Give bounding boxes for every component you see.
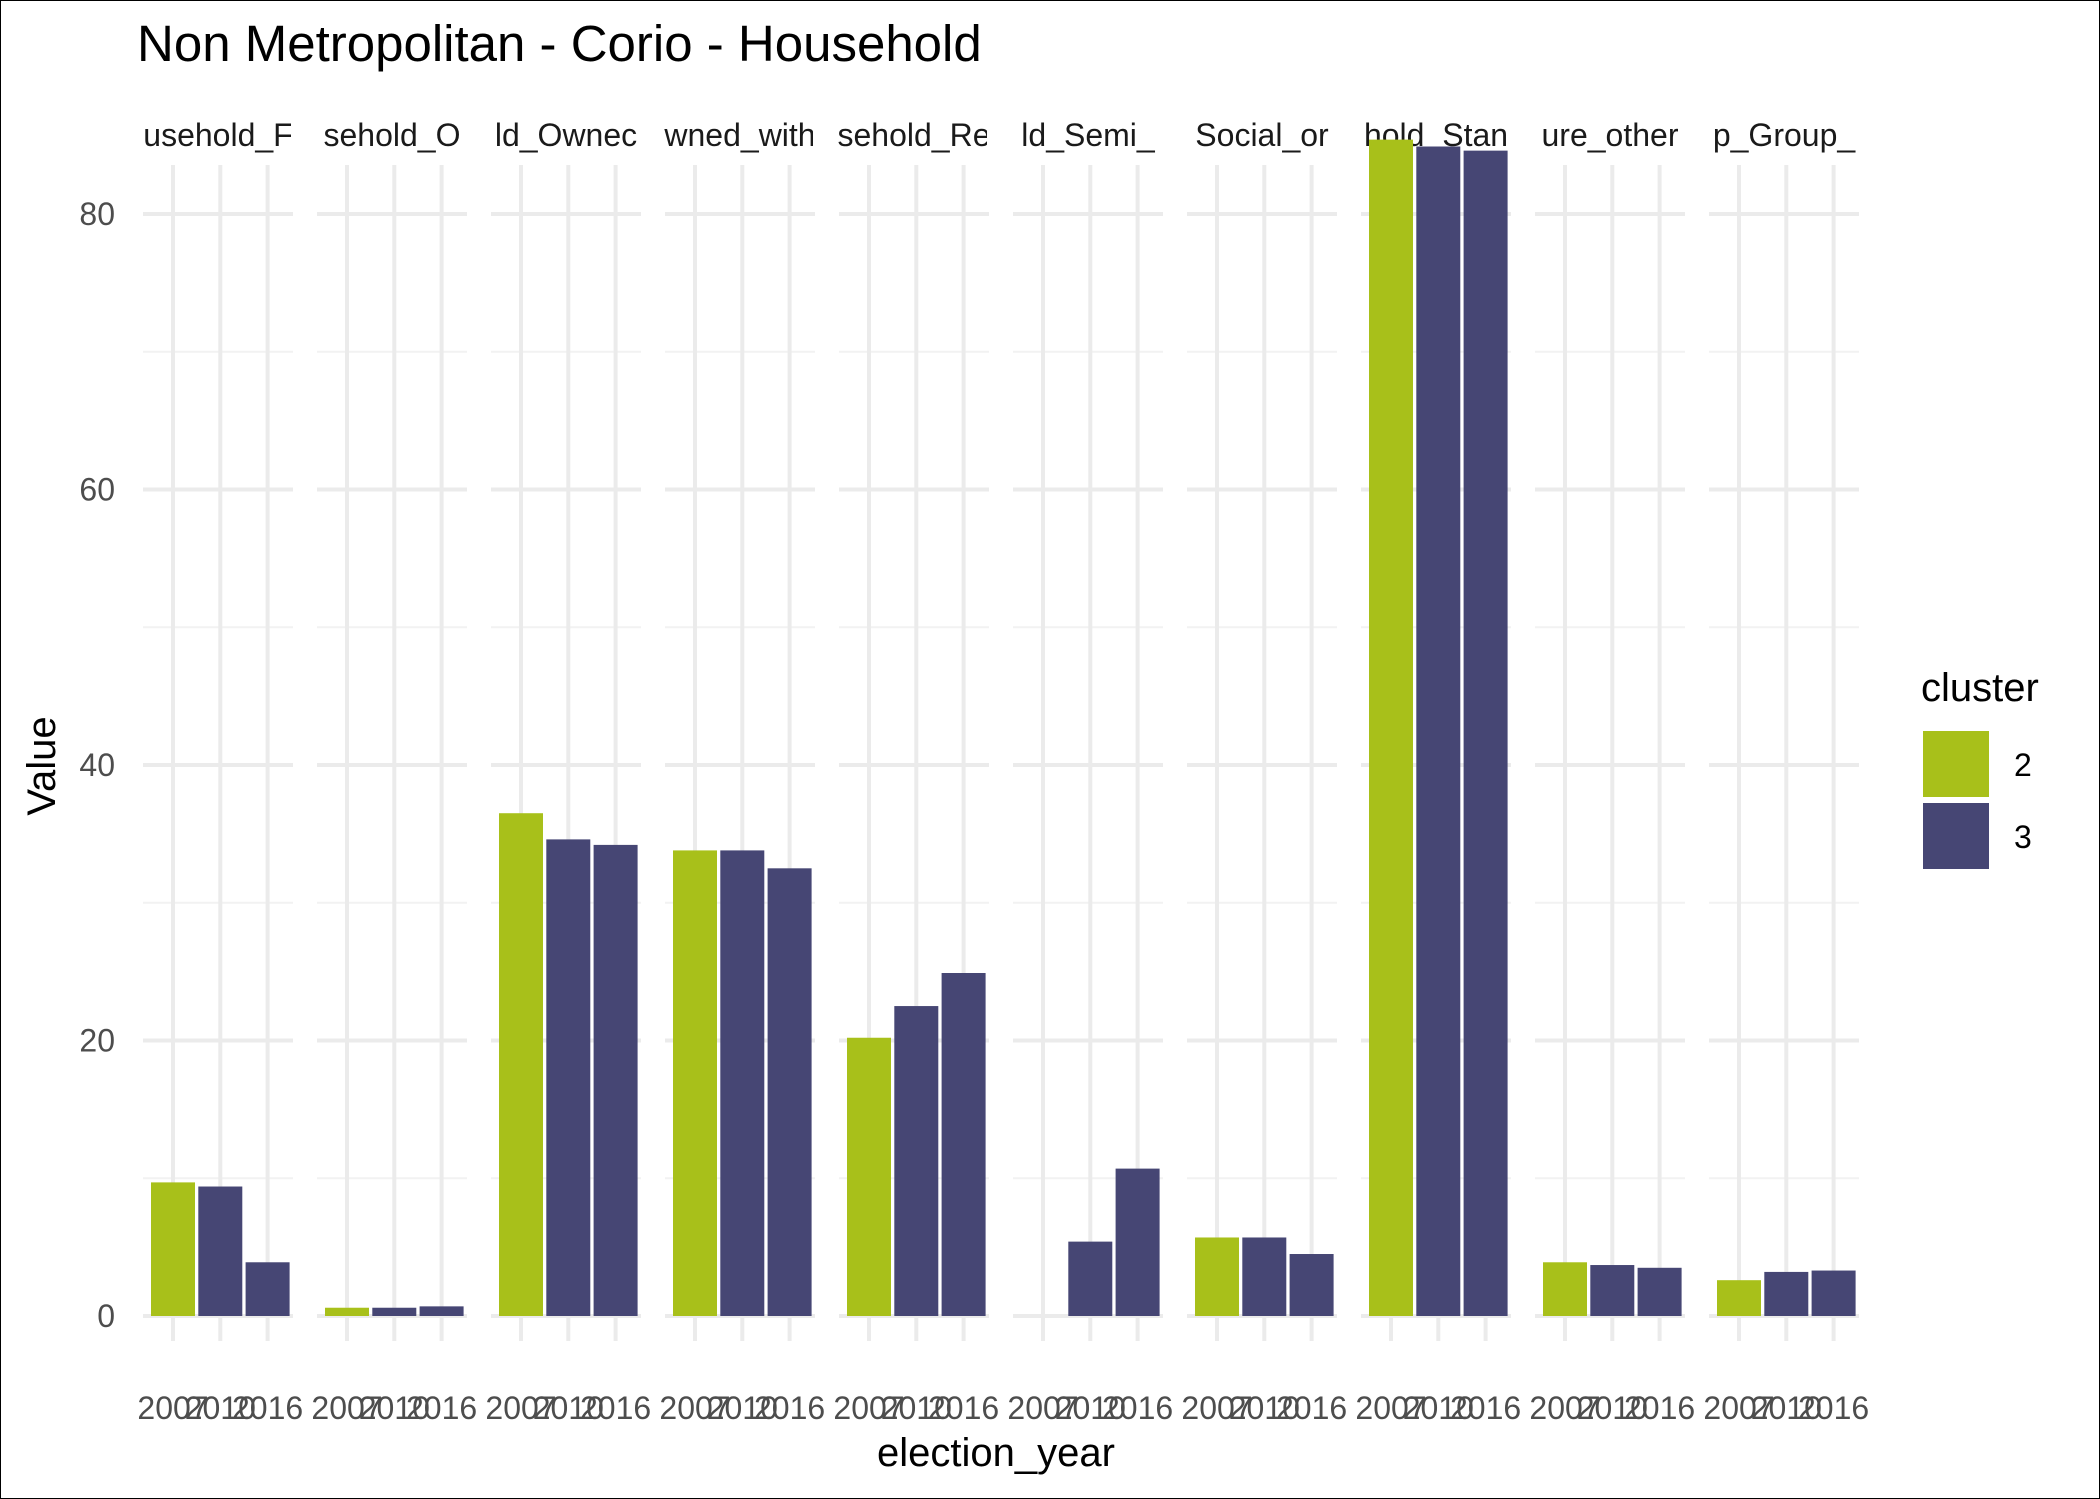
facet-strip-label: p_Group_ [1713,117,1857,153]
bar-ure_other-2007 [1543,1262,1587,1316]
chart-title: Non Metropolitan - Corio - Household [137,15,982,72]
x-tick-label: 2007 [1355,1390,1426,1426]
bar-p_Group_-2010 [1764,1271,1809,1316]
bar-ld_Ownec-2016 [593,844,638,1316]
bar-sehold_Re-2010 [894,1006,939,1316]
bar-p_Group_-2007 [1717,1280,1761,1316]
y-tick-label: 20 [79,1023,115,1059]
x-tick-label: 2016 [754,1390,825,1426]
x-tick-label: 2010 [1403,1390,1474,1426]
x-tick-label: 2010 [881,1390,952,1426]
bar-hold_Stan-2007 [1369,139,1413,1317]
bar-sehold_O-2007 [325,1307,369,1316]
x-tick-label: 2007 [1529,1390,1600,1426]
legend-swatch-cluster-2 [1923,731,1989,797]
x-tick-label: 2007 [485,1390,556,1426]
x-tick-label: 2007 [1181,1390,1252,1426]
bar-usehold_F-2007 [151,1182,195,1316]
x-tick-label: 2010 [1055,1390,1126,1426]
x-tick-label: 2007 [311,1390,382,1426]
bar-Social_or-2007 [1195,1237,1239,1316]
x-tick-label: 2016 [1450,1390,1521,1426]
y-axis-ticks: 0 20 40 60 80 [79,196,115,1334]
legend: cluster 2 3 [1921,666,2039,869]
x-tick-label: 2016 [928,1390,999,1426]
x-tick-label: 2007 [659,1390,730,1426]
bars [151,139,1856,1317]
facet-strip-label: usehold_F [143,117,292,153]
bar-hold_Stan-2016 [1463,150,1508,1316]
x-tick-label: 2007 [1703,1390,1774,1426]
bar-ld_Ownec-2010 [546,839,591,1316]
x-tick-label: 2010 [707,1390,778,1426]
bar-p_Group_-2016 [1811,1270,1856,1316]
bar-ld_Ownec-2007 [499,813,543,1316]
y-axis-title: Value [20,716,64,815]
bar-ure_other-2016 [1637,1267,1682,1316]
x-tick-label: 2010 [1229,1390,1300,1426]
x-tick-label: 2010 [185,1390,256,1426]
bar-sehold_O-2016 [419,1306,464,1316]
x-tick-label: 2016 [232,1390,303,1426]
x-tick-label: 2016 [1798,1390,1869,1426]
facet-strip-label: sehold_O [324,117,461,153]
y-tick-label: 80 [79,196,115,232]
bar-ure_other-2010 [1590,1265,1635,1316]
bar-sehold_Re-2016 [941,973,986,1316]
x-tick-label: 2016 [1102,1390,1173,1426]
facet-strip-label: ld_Ownec [495,117,637,153]
x-tick-label: 2016 [406,1390,477,1426]
x-tick-label: 2007 [137,1390,208,1426]
bar-usehold_F-2016 [245,1262,290,1316]
x-tick-label: 2010 [359,1390,430,1426]
facet-strip-label: wned_with [663,117,815,153]
facet-strip-label: ure_other [1542,117,1679,153]
x-tick-label: 2007 [1007,1390,1078,1426]
bar-sehold_O-2010 [372,1307,417,1316]
bar-wned_with-2016 [767,868,812,1316]
bar-wned_with-2010 [720,850,765,1316]
legend-title: cluster [1921,666,2039,710]
bar-wned_with-2007 [673,850,717,1316]
x-tick-label: 2010 [1751,1390,1822,1426]
bar-sehold_Re-2007 [847,1037,891,1316]
y-tick-label: 60 [79,472,115,508]
x-tick-label: 2016 [1276,1390,1347,1426]
bar-hold_Stan-2010 [1416,146,1461,1317]
legend-label-cluster-2: 2 [2014,747,2032,783]
y-tick-label: 0 [97,1298,115,1334]
y-tick-label: 40 [79,747,115,783]
facet-strip-label: Social_or [1195,117,1329,153]
legend-label-cluster-3: 3 [2014,819,2032,855]
x-axis-title: election_year [877,1431,1115,1475]
grid-layer [143,165,1859,1341]
x-tick-label: 2010 [1577,1390,1648,1426]
x-tick-label: 2010 [533,1390,604,1426]
x-tick-label: 2007 [833,1390,904,1426]
facet-strip-label: sehold_Re [838,117,991,153]
bar-Social_or-2016 [1289,1254,1334,1316]
bar-usehold_F-2010 [198,1186,243,1316]
x-tick-label: 2016 [1624,1390,1695,1426]
facet-strips: usehold_F sehold_O ld_Ownec wned_with sehold… [143,117,1856,153]
bar-Social_or-2010 [1242,1237,1287,1316]
facet-strip-label: ld_Semi_ [1021,117,1156,153]
x-tick-label: 2016 [580,1390,651,1426]
bar-ld_Semi_-2010 [1068,1241,1113,1316]
legend-swatch-cluster-3 [1923,803,1989,869]
bar-ld_Semi_-2016 [1115,1168,1160,1316]
